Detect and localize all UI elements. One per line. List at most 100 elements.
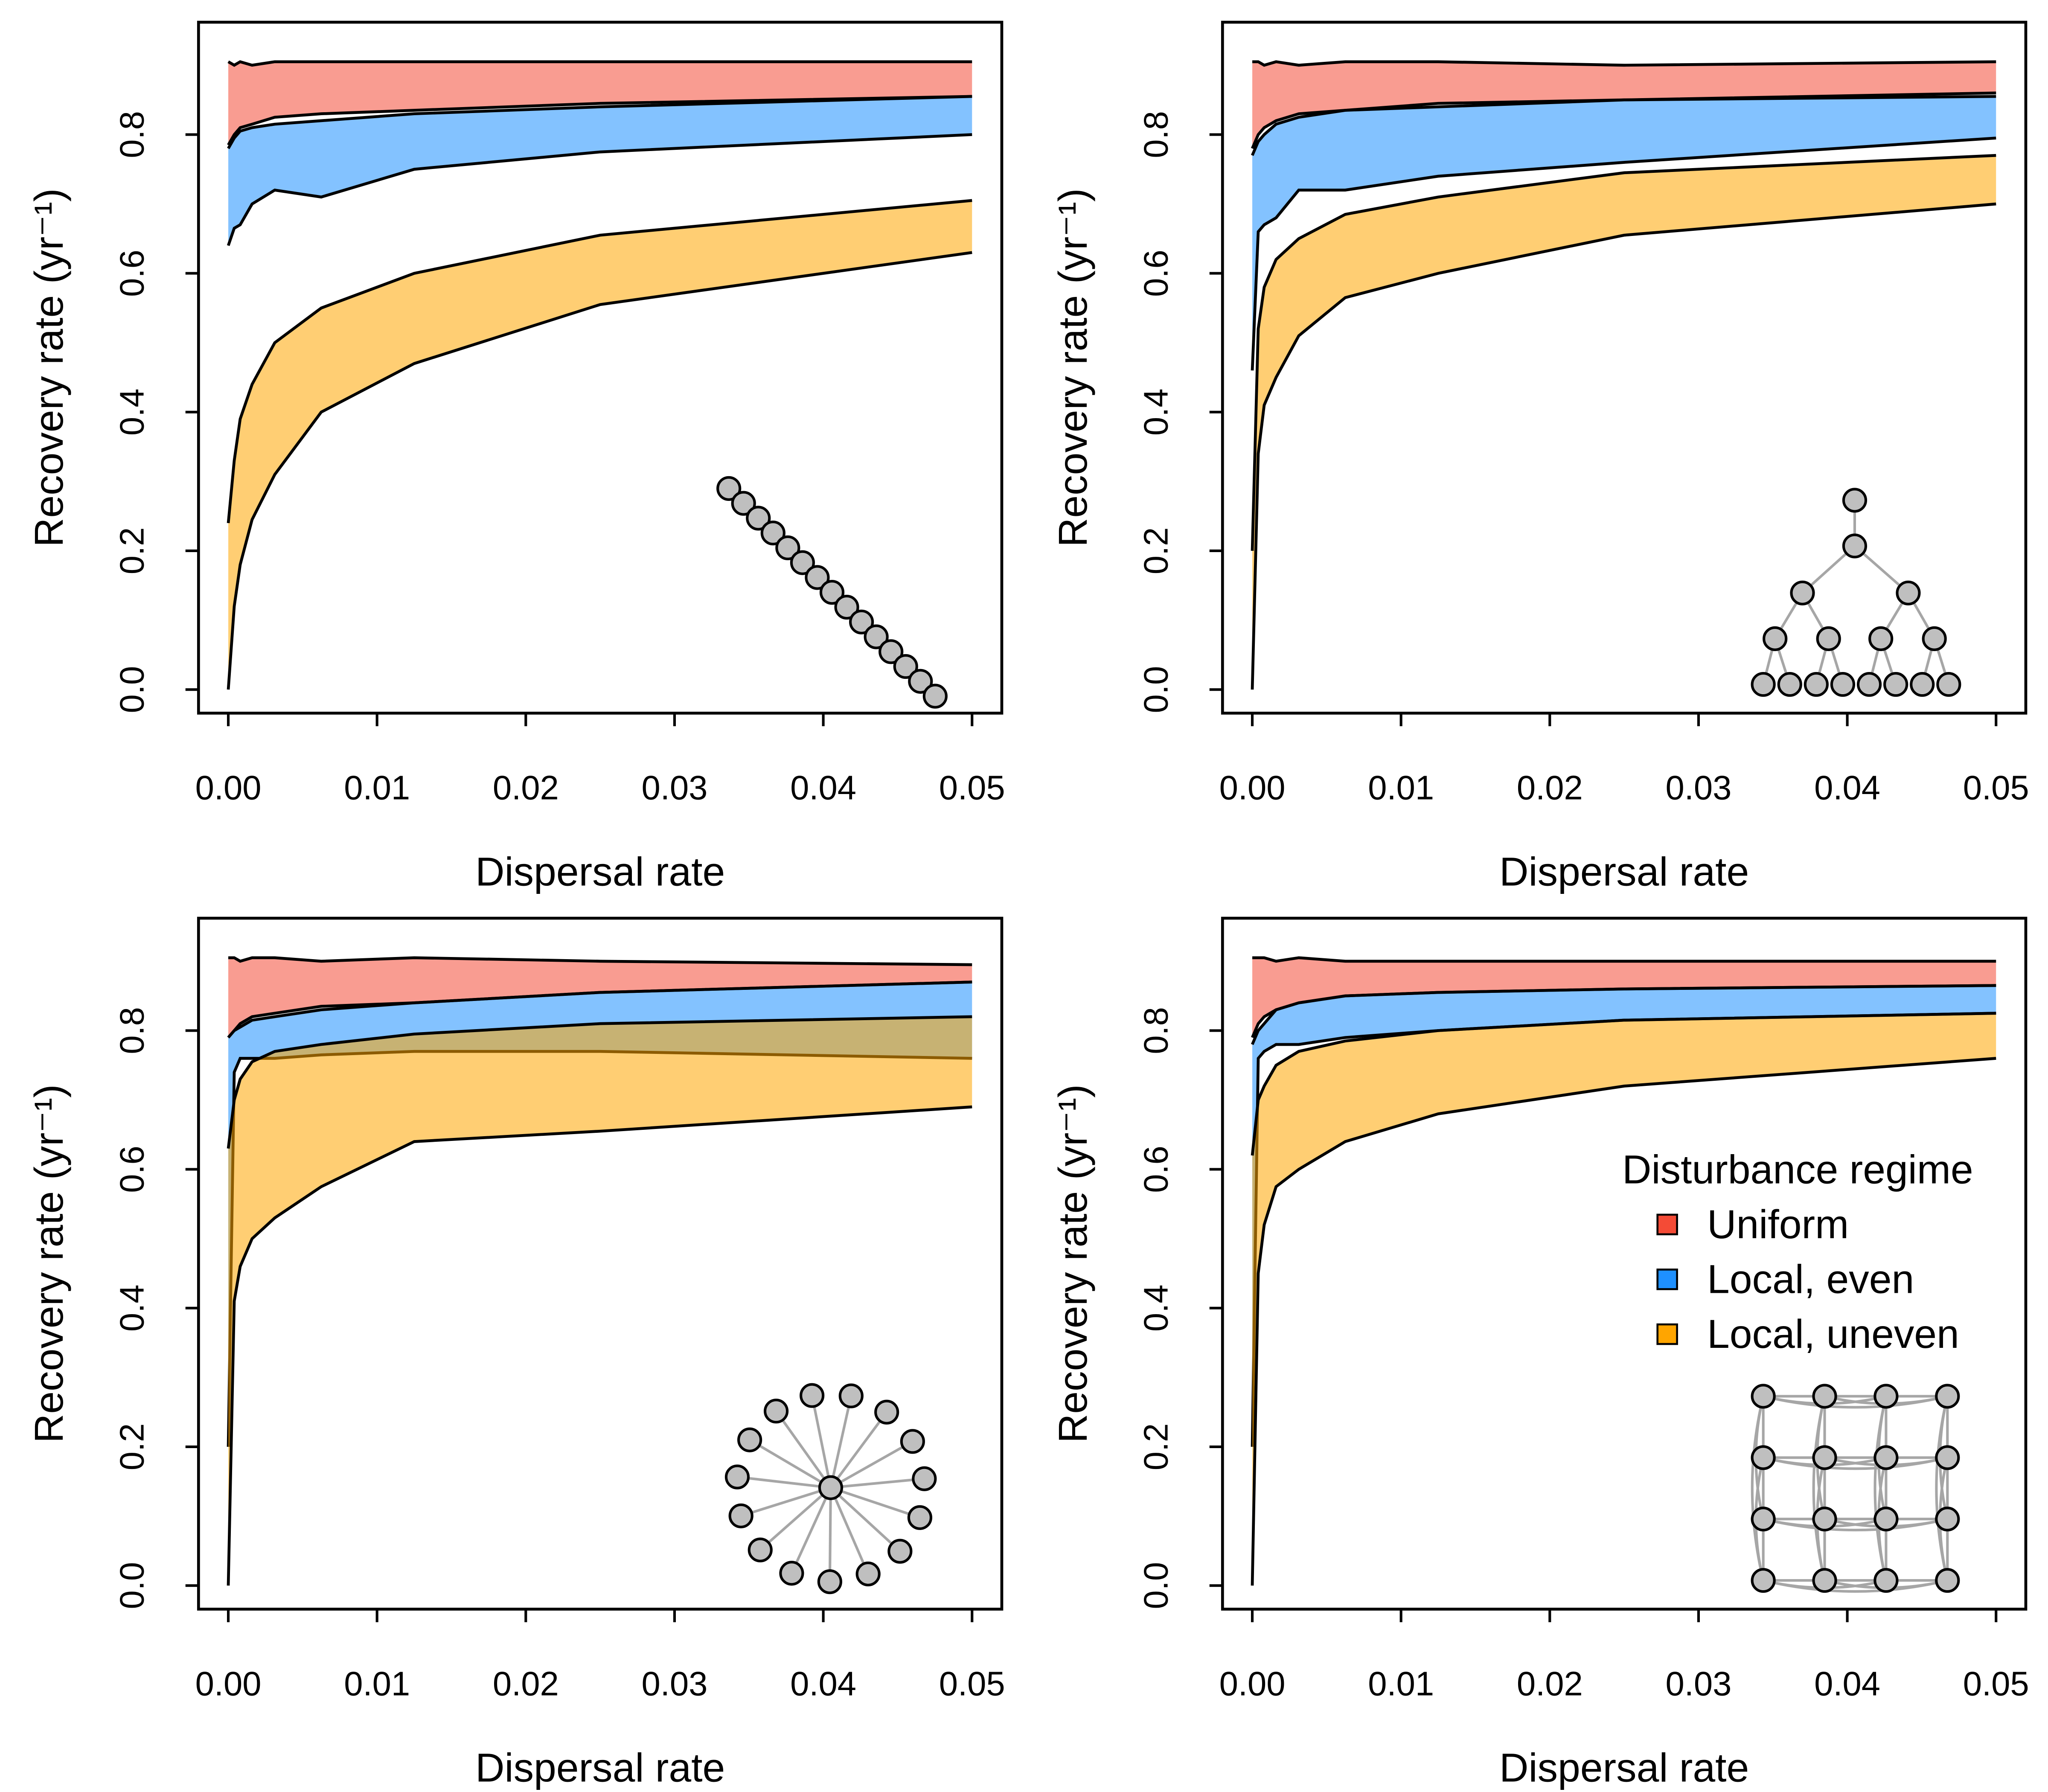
band-edge	[227, 251, 972, 690]
network-node	[834, 594, 859, 620]
x-tick-label: 0.03	[642, 1664, 708, 1702]
legend-label: Local, even	[1707, 1257, 1914, 1302]
network-node	[1936, 672, 1961, 697]
network-edge	[759, 1487, 832, 1551]
network-node	[1751, 672, 1776, 697]
plot-frame	[197, 20, 1004, 715]
network-node	[1856, 672, 1882, 697]
band-edge	[227, 980, 972, 1039]
y-tick-label: 0.6	[113, 250, 151, 297]
x-tick-label: 0.00	[1219, 1664, 1286, 1702]
x-axis-label: Dispersal rate	[475, 849, 725, 895]
network-node	[1816, 626, 1841, 652]
x-tick-label: 0.02	[1517, 768, 1583, 806]
band-edge	[227, 95, 972, 149]
network-node	[818, 1475, 844, 1500]
band-edge	[227, 60, 972, 67]
network-node	[1873, 1384, 1899, 1409]
network-edge	[828, 1487, 832, 1582]
network-node	[1935, 1445, 1960, 1470]
y-tick-label: 0.8	[113, 111, 151, 158]
band-edge	[1251, 1012, 1996, 1156]
network-node	[1922, 626, 1947, 652]
network-node	[1868, 626, 1894, 652]
y-tick-label: 0.6	[1137, 250, 1175, 297]
y-tick-label: 0.8	[113, 1007, 151, 1054]
x-tick-label: 0.00	[1219, 768, 1286, 806]
network-node	[1751, 1507, 1776, 1532]
x-tick-label: 0.02	[493, 1664, 559, 1702]
panel: 0.00 0.01 0.02 0.03 0.04 0.05 0.0 0.2 0.4 0.6 0.8 D…	[26, 20, 1005, 895]
band-edge	[1252, 956, 1996, 963]
network-node	[790, 550, 815, 575]
y-tick-label: 0.4	[113, 1284, 151, 1332]
network-node	[907, 1505, 932, 1530]
y-tick-label: 0.8	[1137, 111, 1175, 158]
network-node	[879, 639, 904, 664]
network-node	[874, 1399, 899, 1425]
band-area	[1252, 957, 1996, 1038]
network-node	[1812, 1384, 1837, 1409]
x-tick-label: 0.01	[1368, 768, 1434, 806]
plot-frame	[1221, 20, 2028, 715]
x-tick-label: 0.05	[939, 768, 1005, 806]
legend-label: Local, uneven	[1707, 1312, 1959, 1357]
network-node	[1777, 672, 1802, 697]
network-node	[908, 669, 933, 694]
x-tick-label: 0.04	[1814, 768, 1880, 806]
network-node	[1883, 672, 1908, 697]
network-node	[1812, 1568, 1837, 1593]
band-edge	[1251, 137, 1996, 371]
band-edge	[227, 133, 972, 246]
network-node	[1790, 580, 1815, 605]
network-node	[724, 1464, 750, 1489]
band-edge	[227, 1105, 972, 1586]
network-node	[849, 609, 874, 634]
network-node	[1830, 672, 1856, 697]
x-tick-label: 0.02	[493, 768, 559, 806]
band-edge	[1251, 1057, 1996, 1586]
network-node	[864, 624, 889, 649]
band-edge	[1251, 202, 1996, 690]
y-tick-label: 0.4	[113, 388, 151, 436]
band-edge	[1251, 154, 1996, 551]
network-node	[1842, 488, 1868, 513]
x-tick-label: 0.05	[939, 1664, 1005, 1702]
network-node	[1842, 533, 1868, 559]
network-node	[855, 1561, 881, 1587]
y-axis-label: Recovery rate (yr⁻¹)	[26, 1084, 72, 1443]
x-tick-label: 0.03	[1666, 768, 1732, 806]
y-axis-label: Recovery rate (yr⁻¹)	[1050, 1084, 1096, 1443]
network-edge	[829, 1487, 870, 1575]
band-edge	[227, 95, 972, 146]
y-tick-label: 0.0	[1137, 666, 1175, 713]
band-area	[228, 957, 972, 1038]
x-axis-label: Dispersal rate	[1499, 849, 1749, 895]
x-tick-label: 0.00	[195, 768, 262, 806]
network-node	[900, 1429, 925, 1454]
x-tick-label: 0.05	[1963, 768, 2029, 806]
band-edge	[1251, 95, 1996, 156]
band-area	[228, 200, 972, 690]
network-node	[1812, 1507, 1837, 1532]
x-axis-label: Dispersal rate	[1499, 1745, 1749, 1791]
band-area	[228, 1016, 972, 1586]
network-node	[748, 1537, 773, 1562]
x-tick-label: 0.04	[790, 1664, 856, 1702]
band-edge	[227, 199, 972, 524]
network-node	[1935, 1568, 1960, 1593]
network-node	[805, 565, 830, 590]
y-axis-label: Recovery rate (yr⁻¹)	[26, 188, 72, 547]
y-tick-label: 0.4	[1137, 1284, 1175, 1332]
y-tick-label: 0.8	[1137, 1007, 1175, 1054]
x-tick-label: 0.03	[1666, 1664, 1732, 1702]
panel: 0.00 0.01 0.02 0.03 0.04 0.05 0.0 0.2 0.4 0.6 0.8 D…	[26, 916, 1005, 1791]
x-tick-label: 0.00	[195, 1664, 262, 1702]
network-edge	[790, 1487, 832, 1574]
x-tick-label: 0.04	[790, 768, 856, 806]
y-tick-label: 0.0	[1137, 1562, 1175, 1609]
y-tick-label: 0.2	[1137, 1423, 1175, 1471]
network-node	[1763, 626, 1788, 652]
y-tick-label: 0.6	[1137, 1146, 1175, 1193]
